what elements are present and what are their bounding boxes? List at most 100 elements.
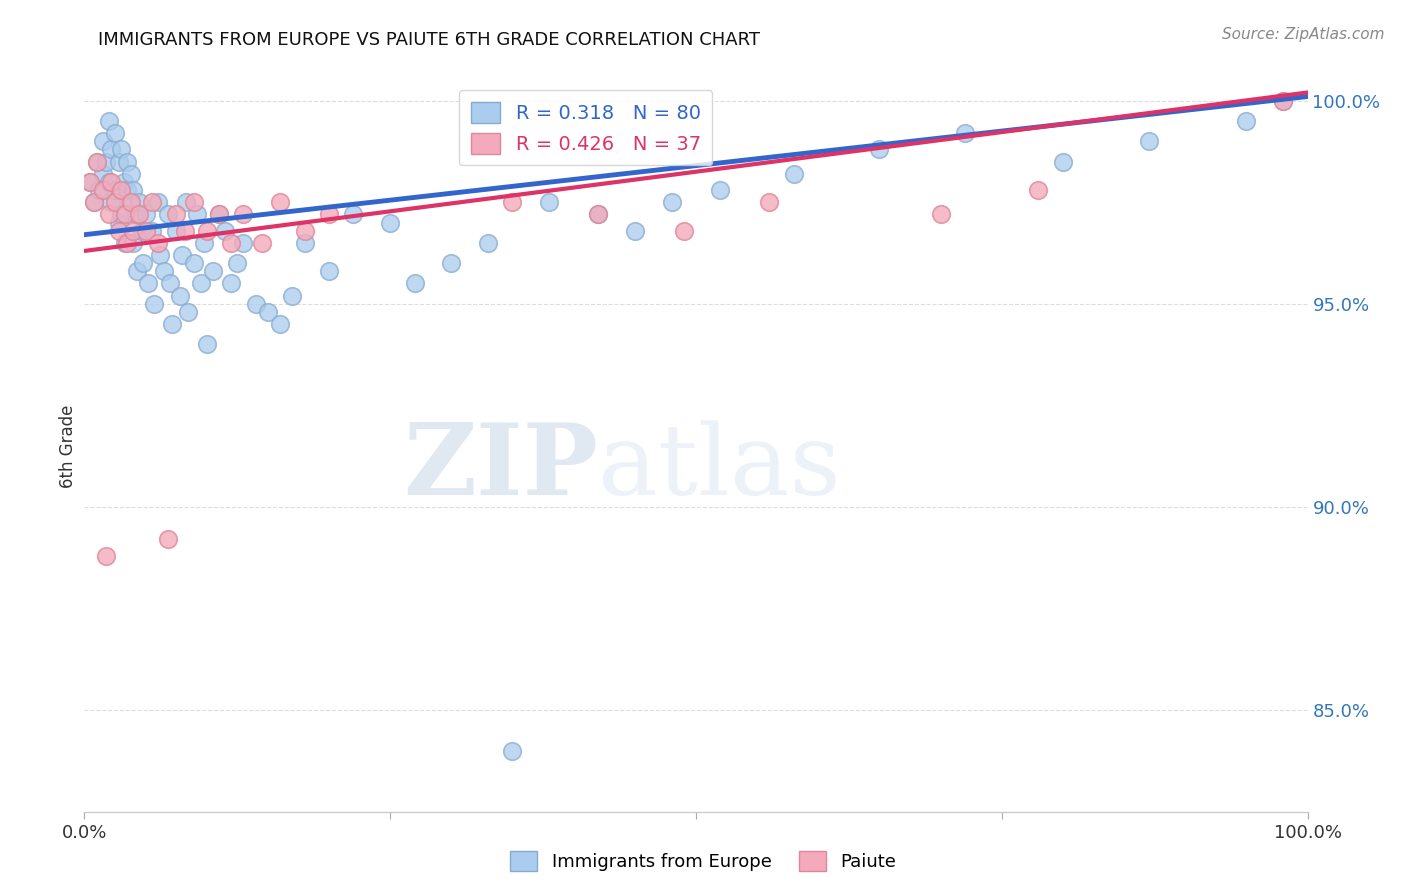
Point xyxy=(97,207,120,221)
Point xyxy=(135,224,157,238)
Point xyxy=(226,256,249,270)
Point xyxy=(125,264,148,278)
Point xyxy=(214,224,236,238)
Point xyxy=(174,195,197,210)
Point xyxy=(709,183,731,197)
Point xyxy=(135,207,157,221)
Point xyxy=(294,235,316,250)
Point xyxy=(128,207,150,221)
Point xyxy=(115,154,138,169)
Point xyxy=(1272,94,1295,108)
Point xyxy=(195,337,218,351)
Point xyxy=(193,235,215,250)
Point xyxy=(586,207,609,221)
Point xyxy=(1236,114,1258,128)
Point xyxy=(156,207,179,221)
Point xyxy=(96,154,118,169)
Point xyxy=(83,195,105,210)
Point xyxy=(173,224,195,238)
Point xyxy=(110,207,132,221)
Point xyxy=(115,235,138,250)
Point xyxy=(122,235,145,250)
Point xyxy=(929,207,952,221)
Point xyxy=(953,126,976,140)
Point xyxy=(110,142,132,156)
Point xyxy=(232,207,254,221)
Point xyxy=(86,154,108,169)
Point xyxy=(232,235,254,250)
Point xyxy=(115,183,138,197)
Point xyxy=(136,277,159,291)
Point xyxy=(96,549,118,563)
Point xyxy=(172,248,194,262)
Point xyxy=(1272,94,1295,108)
Point xyxy=(100,195,122,210)
Point xyxy=(141,224,163,238)
Point xyxy=(208,207,231,221)
Point xyxy=(586,207,609,221)
Point xyxy=(404,277,426,291)
Point xyxy=(100,142,122,156)
Point xyxy=(190,277,212,291)
Point xyxy=(758,195,780,210)
Point xyxy=(149,248,172,262)
Point xyxy=(159,277,181,291)
Point xyxy=(118,195,141,210)
Point xyxy=(380,215,402,229)
Point xyxy=(112,175,135,189)
Text: ZIP: ZIP xyxy=(404,419,598,516)
Point xyxy=(146,195,169,210)
Text: IMMIGRANTS FROM EUROPE VS PAIUTE 6TH GRADE CORRELATION CHART: IMMIGRANTS FROM EUROPE VS PAIUTE 6TH GRA… xyxy=(98,31,761,49)
Point xyxy=(502,195,524,210)
Point xyxy=(201,264,224,278)
Point xyxy=(79,175,101,189)
Point xyxy=(107,224,129,238)
Point xyxy=(120,195,142,210)
Point xyxy=(162,317,184,331)
Point xyxy=(153,264,176,278)
Point xyxy=(269,317,291,331)
Point xyxy=(146,235,169,250)
Point xyxy=(141,195,163,210)
Point xyxy=(114,207,136,221)
Point xyxy=(104,195,127,210)
Point xyxy=(86,154,108,169)
Point xyxy=(125,207,148,221)
Point xyxy=(219,277,242,291)
Point xyxy=(114,235,136,250)
Point xyxy=(110,183,132,197)
Point xyxy=(538,195,561,210)
Point xyxy=(1052,154,1074,169)
Point xyxy=(91,134,114,148)
Point xyxy=(97,175,120,189)
Point xyxy=(195,224,218,238)
Point xyxy=(79,175,101,189)
Point xyxy=(104,183,127,197)
Point xyxy=(131,224,153,238)
Y-axis label: 6th Grade: 6th Grade xyxy=(59,404,77,488)
Point xyxy=(100,175,122,189)
Point xyxy=(318,264,340,278)
Point xyxy=(120,167,142,181)
Point xyxy=(87,183,110,197)
Legend: R = 0.318   N = 80, R = 0.426   N = 37: R = 0.318 N = 80, R = 0.426 N = 37 xyxy=(460,90,713,165)
Point xyxy=(342,207,364,221)
Legend: Immigrants from Europe, Paiute: Immigrants from Europe, Paiute xyxy=(503,844,903,879)
Point xyxy=(245,297,267,311)
Point xyxy=(208,207,231,221)
Point xyxy=(257,305,280,319)
Point xyxy=(107,215,129,229)
Point xyxy=(672,224,695,238)
Point xyxy=(318,207,340,221)
Point xyxy=(165,207,187,221)
Point xyxy=(186,207,208,221)
Point xyxy=(183,195,205,210)
Point xyxy=(122,183,145,197)
Point xyxy=(107,154,129,169)
Point xyxy=(269,195,291,210)
Point xyxy=(104,126,127,140)
Point xyxy=(91,183,114,197)
Point xyxy=(177,305,200,319)
Point xyxy=(165,224,187,238)
Point xyxy=(143,297,166,311)
